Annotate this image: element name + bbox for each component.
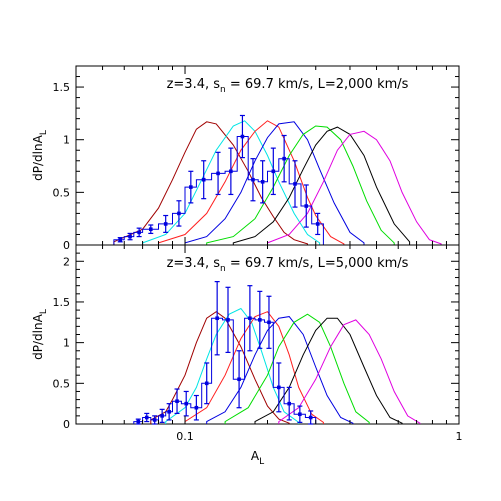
- data-point: [118, 237, 123, 242]
- data-point: [204, 381, 209, 386]
- bottom-panel-data-points: [135, 281, 314, 425]
- bottom-panel-ticks: 0 0.5 1 1.5 2 0.1 1: [53, 244, 463, 443]
- y-tick-label: 2: [63, 255, 70, 268]
- data-point: [160, 414, 164, 418]
- model-curve-4: [206, 125, 395, 245]
- data-point: [287, 401, 291, 406]
- bottom-panel-title: z=3.4, sn = 69.7 km/s, L=5,000 km/s: [167, 256, 409, 274]
- model-curve-0: [150, 311, 290, 424]
- histogram-step: [113, 136, 324, 245]
- data-point: [184, 401, 189, 406]
- data-point: [226, 318, 230, 322]
- top-panel-histogram: [113, 136, 324, 245]
- model-curve-2: [184, 311, 324, 424]
- data-point: [136, 419, 141, 424]
- data-point: [128, 234, 132, 239]
- data-point: [267, 320, 271, 325]
- data-point: [251, 177, 255, 182]
- model-curve-3: [206, 316, 354, 424]
- y-tick-label: 0: [63, 418, 70, 431]
- data-point: [282, 156, 286, 161]
- data-point: [177, 211, 181, 216]
- x-tick-label: 0.1: [176, 430, 194, 443]
- data-point: [152, 418, 157, 422]
- data-point: [175, 399, 179, 404]
- data-point: [144, 415, 149, 420]
- top-panel-y-axis-label: dP/dlnAL: [31, 130, 49, 181]
- y-tick-label: 0.5: [53, 377, 71, 390]
- data-point: [271, 169, 276, 174]
- model-curve-2: [158, 120, 345, 245]
- y-tick-label: 0: [63, 239, 70, 252]
- bottom-panel-frame: [75, 244, 460, 425]
- data-point: [148, 227, 153, 232]
- model-curve-1: [142, 120, 321, 245]
- model-curve-4: [224, 313, 370, 424]
- data-point: [137, 230, 141, 235]
- x-axis-label: AL: [251, 449, 264, 467]
- data-point: [277, 385, 281, 390]
- y-tick-label: 1: [63, 134, 70, 147]
- data-point: [237, 377, 241, 382]
- model-curve-5: [232, 126, 411, 245]
- bottom-panel-y-axis-label: dP/dlnAL: [31, 309, 49, 360]
- y-tick-label: 0.5: [53, 186, 71, 199]
- data-point: [240, 134, 245, 139]
- y-tick-label: 1.5: [53, 296, 71, 309]
- data-point: [258, 318, 262, 322]
- data-point: [189, 185, 193, 189]
- bottom-panel: 0 0.5 1 1.5 2 0.1 1 z=3.4, sn = 69.7 km/s, L=5…: [31, 244, 463, 467]
- histogram-step: [133, 317, 317, 424]
- top-panel-data-points: [117, 114, 321, 243]
- data-point: [194, 405, 199, 410]
- data-point: [304, 204, 309, 208]
- data-point: [167, 409, 171, 414]
- x-tick-label: 1: [456, 430, 463, 443]
- model-curve-6: [278, 319, 421, 424]
- model-curve-0: [113, 121, 308, 245]
- top-panel-curves: [113, 120, 442, 245]
- data-point: [215, 316, 219, 321]
- bottom-panel-histogram: [133, 317, 317, 424]
- data-point: [163, 222, 168, 226]
- y-tick-label: 1.5: [53, 81, 71, 94]
- data-point: [201, 177, 206, 182]
- data-point: [298, 412, 302, 417]
- data-point: [248, 316, 252, 321]
- data-point: [216, 171, 220, 176]
- data-point: [260, 180, 265, 184]
- top-panel: 0 0.5 1 1.5 z=3.4, sn = 69.7 km/s, L=2,000 …: [31, 65, 460, 252]
- y-tick-label: 1: [63, 337, 70, 350]
- model-curve-5: [254, 317, 403, 424]
- model-curve-3: [184, 121, 365, 245]
- top-panel-title: z=3.4, sn = 69.7 km/s, L=2,000 km/s: [167, 77, 409, 95]
- data-point: [229, 169, 233, 174]
- data-point: [308, 415, 313, 420]
- model-curve-6: [267, 130, 442, 245]
- data-point: [315, 222, 320, 226]
- data-point: [293, 182, 297, 186]
